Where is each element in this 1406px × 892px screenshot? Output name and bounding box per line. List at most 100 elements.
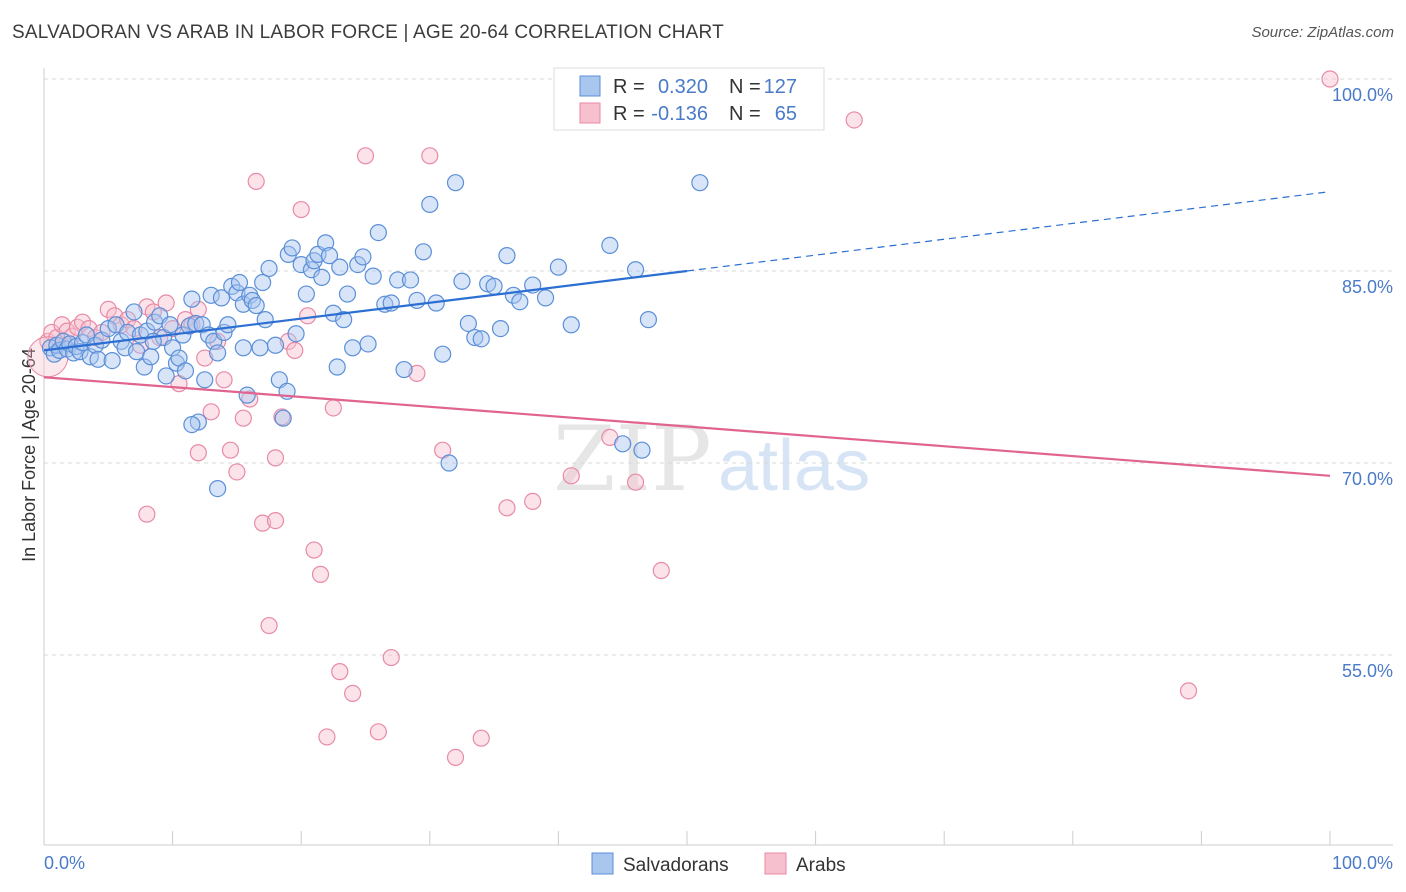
salvadorans-point — [234, 339, 252, 357]
salvadorans-point — [283, 239, 301, 257]
salvadorans-point — [183, 290, 201, 308]
x-ticks — [43, 831, 1331, 845]
arabs-point — [652, 561, 670, 580]
salvadorans-point — [196, 371, 214, 389]
bottom-legend-swatch-arabs — [764, 852, 787, 875]
salvadorans-point — [453, 272, 471, 290]
x-tick-label-max: 100.0% — [1332, 853, 1393, 873]
salvadorans-point — [256, 311, 274, 329]
legend-n-value-2: 65 — [775, 103, 797, 125]
bottom-legend-swatch-salvadorans — [591, 852, 614, 875]
salvadorans-point — [354, 248, 372, 266]
salvadorans-point — [251, 339, 269, 357]
salvadorans-point — [536, 289, 555, 307]
salvadorans-point — [639, 311, 658, 329]
arabs-point — [498, 499, 516, 517]
arabs-point — [58, 322, 76, 340]
y-tick-label: 55.0% — [1342, 661, 1393, 681]
salvadorans-point — [446, 174, 465, 192]
salvadorans-point — [320, 247, 339, 265]
salvadorans-point — [466, 328, 484, 347]
salvadorans-point — [359, 335, 377, 353]
gridlines — [44, 78, 1393, 656]
arabs-point — [318, 728, 336, 746]
salvadorans-point — [434, 345, 452, 363]
salvadorans-point — [459, 314, 477, 333]
arabs-point — [369, 723, 387, 741]
salvadorans-point — [472, 330, 490, 348]
salvadorans-point — [125, 303, 143, 321]
salvadorans-point — [328, 358, 346, 376]
salvadorans-point — [183, 416, 201, 434]
salvadorans-point — [99, 320, 117, 338]
arabs-point — [260, 616, 278, 635]
arabs-point — [299, 307, 317, 325]
salvadorans-point — [274, 409, 292, 427]
salvadorans-point — [421, 195, 439, 214]
arabs-point — [234, 409, 252, 427]
legend-n-label-1: N = — [729, 76, 761, 98]
legend-r-value-1: 0.320 — [658, 76, 708, 98]
salvadorans-point — [614, 435, 632, 453]
salvadorans-point — [549, 258, 568, 276]
arabs-point — [408, 364, 426, 382]
arabs-point — [524, 492, 542, 510]
arabs-point — [421, 147, 439, 165]
arabs-point — [221, 441, 240, 459]
arabs-point — [247, 172, 265, 190]
y-tick-label: 70.0% — [1342, 469, 1393, 489]
salvadorans-trend-line — [43, 269, 688, 352]
series-legend: Salvadorans Arabs — [591, 852, 846, 876]
salvadorans-point — [157, 367, 175, 385]
arabs-point — [266, 449, 285, 467]
bottom-legend-label-salvadorans: Salvadorans — [623, 855, 729, 876]
salvadorans-point — [297, 285, 315, 303]
salvadorans-point — [193, 316, 211, 334]
salvadorans-point — [234, 295, 252, 313]
salvadorans-point — [260, 259, 278, 278]
arabs-point — [73, 313, 92, 331]
arabs-point — [324, 399, 342, 417]
salvadorans-point — [89, 350, 107, 368]
legend-swatch-salvadorans — [579, 75, 601, 97]
salvadorans-point — [491, 320, 510, 338]
salvadorans-point — [498, 247, 516, 265]
arabs-point — [292, 200, 310, 219]
arabs-point — [254, 514, 272, 532]
arabs-point — [286, 341, 304, 359]
salvadorans-point — [254, 273, 272, 292]
salvadorans-point — [395, 360, 413, 379]
y-tick-label: 85.0% — [1342, 277, 1393, 297]
arabs-point — [99, 300, 117, 318]
arabs-point — [1321, 70, 1339, 88]
chart-title: SALVADORAN VS ARAB IN LABOR FORCE | AGE … — [12, 22, 724, 43]
salvadorans-point — [313, 268, 331, 286]
salvadorans-point — [161, 316, 179, 334]
salvadorans-point — [331, 258, 349, 276]
salvadorans-trend-extension — [686, 191, 1331, 272]
y-axis-title: In Labor Force | Age 20-64 — [19, 348, 39, 562]
watermark-zip: ZIP — [553, 407, 712, 512]
salvadorans-point — [202, 286, 220, 304]
arabs-point — [626, 473, 645, 491]
arabs-point — [331, 663, 349, 681]
arabs-point — [311, 565, 330, 583]
arabs-point — [266, 511, 285, 530]
salvadorans-point — [562, 316, 580, 334]
source-label: Source: ZipAtlas.com — [1251, 24, 1394, 41]
salvadorans-point — [103, 352, 121, 370]
arabs-point — [562, 467, 580, 485]
salvadorans-point — [338, 285, 357, 303]
arabs-point — [446, 748, 465, 767]
arabs-point — [138, 505, 156, 523]
salvadorans-point — [401, 271, 420, 289]
salvadorans-point — [633, 441, 651, 459]
legend-r-value-2: -0.136 — [651, 103, 708, 125]
salvadorans-points — [41, 174, 709, 498]
salvadorans-point — [485, 277, 503, 295]
arabs-point — [344, 684, 362, 703]
salvadorans-point — [344, 339, 362, 357]
salvadorans-point — [209, 480, 227, 498]
salvadorans-point — [292, 256, 310, 274]
